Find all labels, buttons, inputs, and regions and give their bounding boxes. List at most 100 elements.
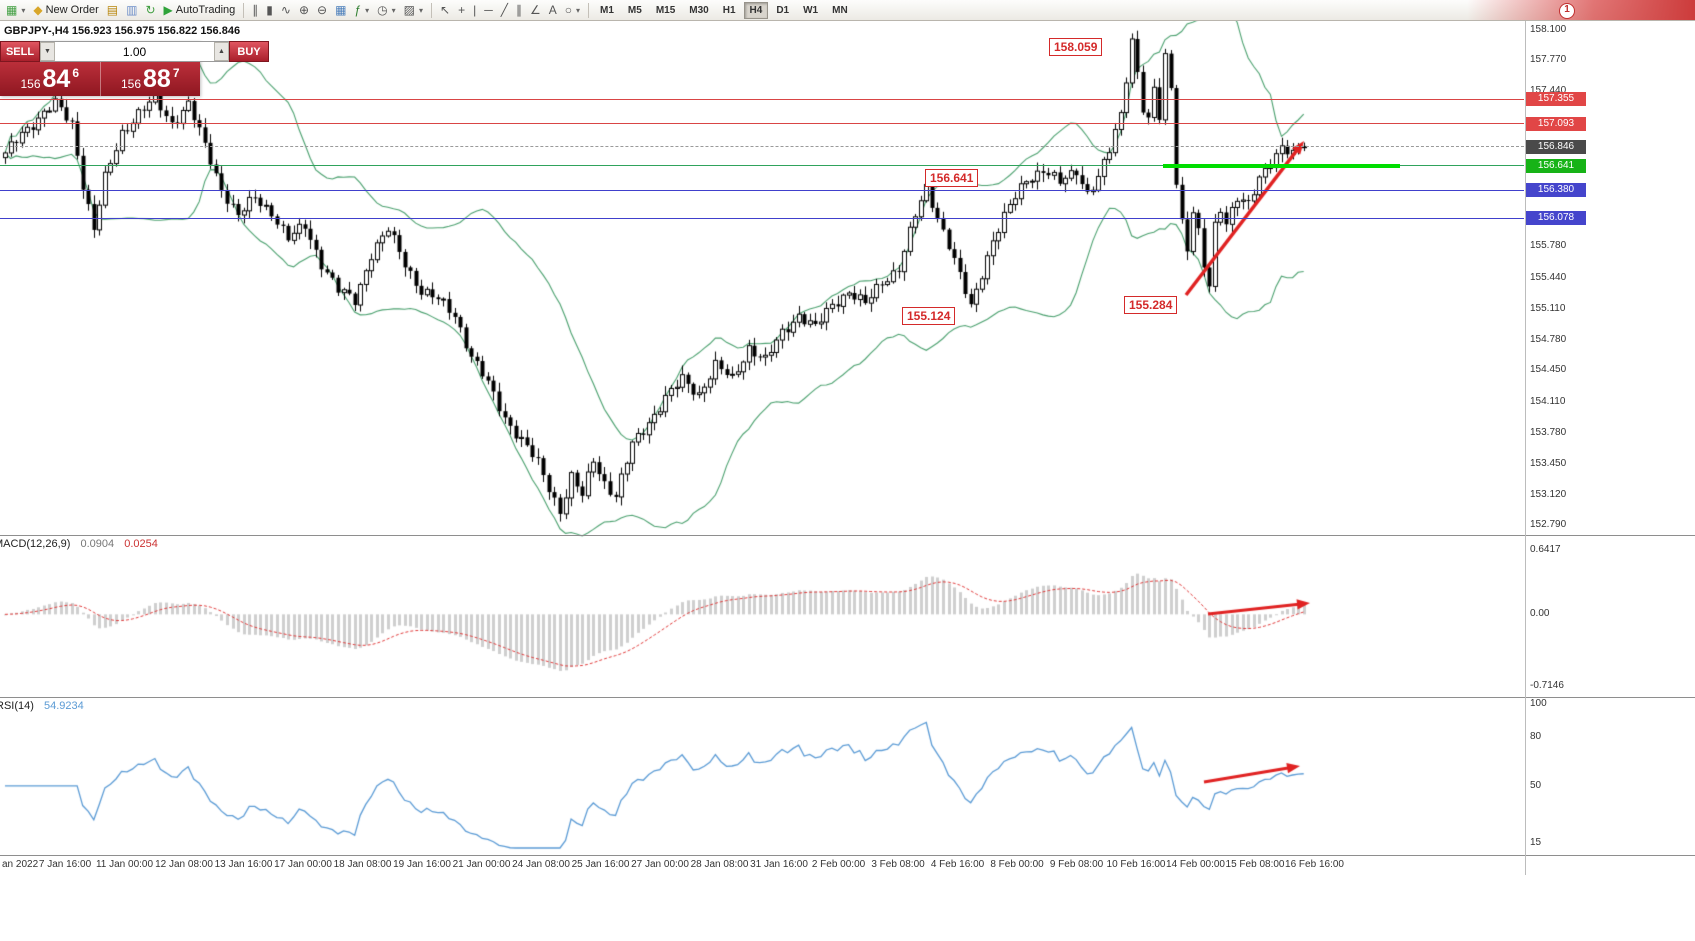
crosshair-icon[interactable]: + — [454, 1, 469, 19]
notification-badge[interactable]: 1 — [1559, 3, 1575, 19]
sell-price-big: 84 — [42, 65, 71, 93]
data-window-icon: ▥ — [126, 3, 138, 17]
timeframe-toolbar: M1 M5 M15 M30 H1 H4 D1 W1 MN — [593, 0, 855, 20]
line-chart-icon[interactable]: ∿ — [277, 1, 295, 19]
templates-icon[interactable]: ▨ ▾ — [400, 1, 427, 19]
sell-button[interactable]: SELL — [0, 41, 40, 62]
zoom-in-icon[interactable]: ⊕ — [295, 1, 313, 19]
volume-increase-button[interactable]: ▲ — [214, 42, 229, 61]
toolbar-separator — [243, 2, 245, 18]
crosshair-icon: + — [458, 3, 466, 17]
indicators-icon: ƒ — [354, 3, 362, 17]
toolbar-separator — [588, 2, 589, 18]
cursor-icon[interactable]: ↖ — [436, 1, 454, 19]
dropdown-arrow-icon[interactable]: ▾ — [575, 5, 580, 15]
timeframe-w1-button[interactable]: W1 — [797, 2, 824, 19]
rsi-value: 54.9234 — [43, 700, 84, 712]
autotrading-button-label: AutoTrading — [175, 4, 236, 16]
timeframe-d1-button[interactable]: D1 — [770, 2, 795, 19]
buy-button[interactable]: BUY — [229, 41, 269, 62]
trade-controls-row: SELL ▼ ▲ BUY — [0, 41, 269, 62]
buy-price-big: 88 — [143, 65, 171, 93]
sell-price-display[interactable]: 156 84 6 — [0, 62, 101, 96]
new-order-icon: ◆ — [33, 3, 43, 17]
timeframe-m15-button[interactable]: M15 — [650, 2, 681, 19]
vertical-line-icon[interactable]: | — [469, 1, 480, 19]
macd-value-main: 0.0904 — [80, 538, 115, 550]
shapes-icon[interactable]: ○ ▾ — [561, 1, 584, 19]
chart-ohlc-header: GBPJPY-,H4 156.923 156.975 156.822 156.8… — [4, 25, 241, 37]
new-order-button-label: New Order — [45, 4, 99, 16]
bar-chart-icon: ∥ — [252, 3, 259, 17]
buy-price-prefix: 156 — [120, 77, 142, 91]
zoom-out-icon[interactable]: ⊖ — [313, 1, 331, 19]
zoom-out-icon: ⊖ — [317, 3, 328, 17]
toolbar: ▦ ▾ ◆ New Order ▤ ▥ ↻ ▶ AutoTrading ∥ ▮ ∿ ⊕ ⊖ ▦ ƒ ▾ ◷ ▾ ▨ ▾… — [0, 0, 1695, 21]
indicators-icon[interactable]: ƒ ▾ — [350, 1, 373, 19]
periods-icon: ◷ — [377, 3, 388, 17]
zoom-in-icon: ⊕ — [298, 3, 310, 17]
timeframe-m1-button[interactable]: M1 — [594, 2, 620, 19]
macd-name: MACD(12,26,9) — [0, 538, 71, 550]
refresh-icon[interactable]: ↻ — [141, 1, 159, 19]
dropdown-arrow-icon[interactable]: ▾ — [391, 5, 396, 15]
templates-icon: ▨ — [403, 3, 415, 17]
volume-decrease-button[interactable]: ▼ — [40, 42, 55, 61]
bar-chart-icon[interactable]: ∥ — [248, 1, 262, 19]
data-window-icon[interactable]: ▥ — [122, 1, 141, 19]
rsi-name: RSI(14) — [0, 700, 34, 712]
notification-area: 1 — [1467, 0, 1695, 20]
vertical-line-icon: | — [473, 3, 477, 17]
autotrading-button[interactable]: ▶ AutoTrading — [160, 1, 240, 19]
text-label-icon[interactable]: A — [545, 1, 561, 19]
price-axis-border — [1525, 20, 1526, 875]
line-chart-icon: ∿ — [280, 3, 291, 17]
rsi-panel-separator[interactable] — [0, 697, 1695, 698]
sell-price-sup: 6 — [72, 66, 80, 80]
toolbar-drawing-group: ↖ + | ─ ╱ ∥ ∠ A ○ ▾ — [436, 0, 584, 20]
dropdown-arrow-icon[interactable]: ▾ — [365, 5, 370, 15]
cursor-icon: ↖ — [440, 3, 451, 17]
macd-panel-separator[interactable] — [0, 535, 1695, 536]
toolbar-file-group: ▦ ▾ ◆ New Order ▤ ▥ ↻ ▶ AutoTrading — [2, 0, 239, 20]
timeframe-h1-button[interactable]: H1 — [717, 2, 742, 19]
volume-control: ▼ ▲ — [40, 41, 229, 62]
macd-value-signal: 0.0254 — [124, 538, 158, 550]
volume-input[interactable] — [55, 42, 214, 61]
timeframe-h4-button[interactable]: H4 — [743, 1, 769, 19]
rsi-indicator-label: RSI(14) 54.9234 — [0, 700, 84, 712]
horizontal-line-icon[interactable]: ─ — [480, 1, 497, 19]
new-chart-icon[interactable]: ▦ ▾ — [2, 1, 29, 19]
periods-icon[interactable]: ◷ ▾ — [373, 1, 400, 19]
fibonacci-icon: ∠ — [529, 3, 541, 17]
sell-price-prefix: 156 — [20, 77, 41, 91]
autotrading-icon: ▶ — [163, 3, 173, 17]
trendline-icon[interactable]: ╱ — [497, 1, 512, 19]
profiles-icon: ▤ — [106, 3, 119, 17]
trendline-icon: ╱ — [500, 3, 508, 17]
dropdown-arrow-icon[interactable]: ▾ — [21, 5, 26, 15]
macd-indicator-label: MACD(12,26,9) 0.0904 0.0254 — [0, 538, 158, 550]
shapes-icon: ○ — [564, 3, 572, 17]
tile-windows-icon[interactable]: ▦ — [331, 1, 350, 19]
profiles-icon[interactable]: ▤ — [103, 1, 122, 19]
buy-price-display[interactable]: 156 88 7 — [101, 62, 201, 96]
candlestick-chart-icon[interactable]: ▮ — [262, 1, 277, 19]
toolbar-chart-group: ∥ ▮ ∿ ⊕ ⊖ ▦ ƒ ▾ ◷ ▾ ▨ ▾ — [248, 0, 427, 20]
horizontal-line-icon: ─ — [484, 3, 493, 17]
dropdown-arrow-icon[interactable]: ▾ — [418, 5, 423, 15]
fibonacci-icon[interactable]: ∠ — [526, 1, 545, 19]
tile-windows-icon: ▦ — [335, 3, 347, 17]
refresh-icon: ↻ — [145, 3, 156, 17]
toolbar-separator — [431, 2, 432, 18]
buy-price-sup: 7 — [172, 66, 180, 80]
new-order-button[interactable]: ◆ New Order — [29, 1, 102, 19]
timeframe-mn-button[interactable]: MN — [826, 2, 854, 19]
trade-prices-row: 156 84 6 156 88 7 — [0, 62, 200, 96]
candlestick-chart-icon: ▮ — [266, 3, 273, 17]
price-chart-canvas[interactable] — [0, 0, 1695, 875]
timeframe-m30-button[interactable]: M30 — [683, 2, 714, 19]
channel-icon[interactable]: ∥ — [512, 1, 526, 19]
timeframe-m5-button[interactable]: M5 — [622, 2, 648, 19]
